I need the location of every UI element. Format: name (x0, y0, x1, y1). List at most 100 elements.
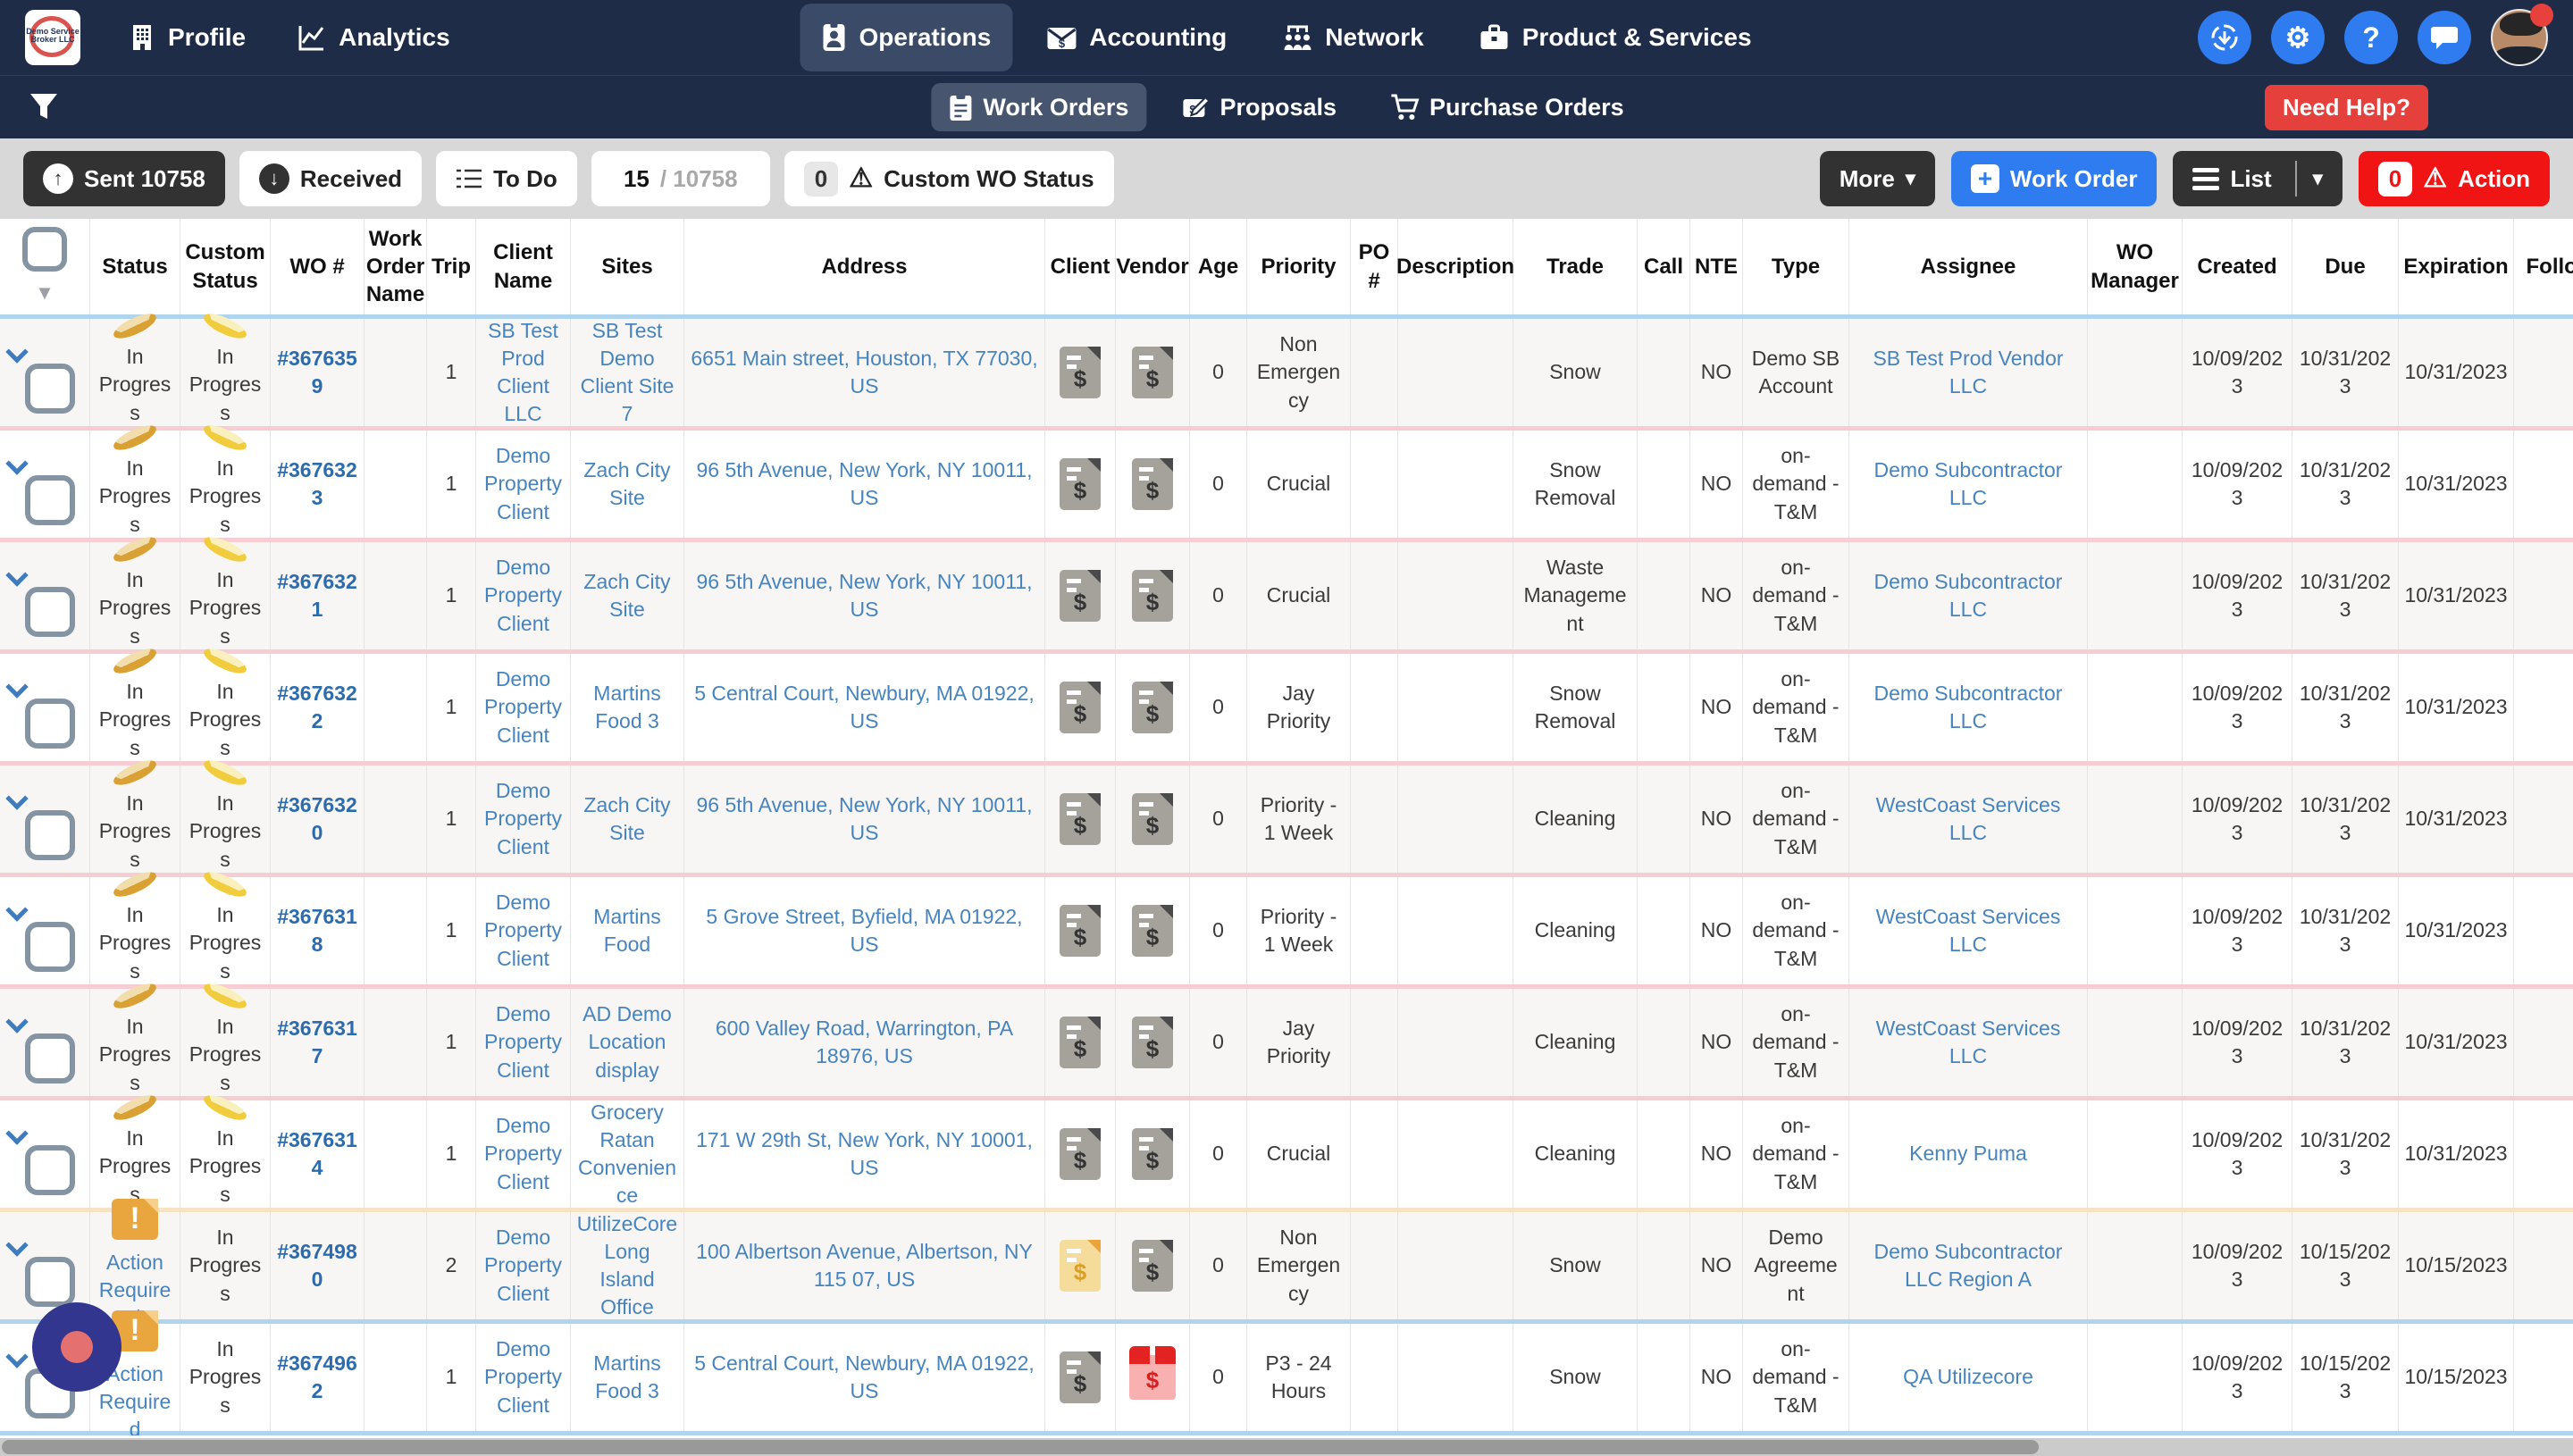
cell-status[interactable]: ! In Progress (90, 867, 180, 984)
help-button[interactable]: ? (2344, 11, 2398, 64)
site-link[interactable]: Grocery Ratan Convenience (578, 1100, 676, 1208)
address-link[interactable]: 96 5th Avenue, New York, NY 10011, US (696, 792, 1033, 844)
client-invoice-icon[interactable] (1060, 570, 1101, 622)
header-call[interactable]: Call (1638, 219, 1690, 314)
address-link[interactable]: 96 5th Avenue, New York, NY 10011, US (696, 569, 1033, 621)
tab-work-orders[interactable]: Work Orders (931, 83, 1147, 131)
cell-status[interactable]: ! In Progress (90, 421, 180, 538)
header-due[interactable]: Due (2292, 219, 2399, 314)
client-invoice-icon[interactable] (1060, 347, 1101, 398)
expand-chevron-icon[interactable] (5, 1122, 29, 1145)
header-follow-up[interactable]: Follow up (2514, 219, 2573, 314)
site-link[interactable]: Martins Food (593, 904, 661, 956)
row-checkbox[interactable] (25, 364, 75, 414)
more-dropdown-button[interactable]: More ▾ (1819, 151, 1935, 206)
site-link[interactable]: Martins Food 3 (593, 1351, 661, 1402)
header-po-number[interactable]: PO # (1351, 219, 1398, 314)
cell-custom-status[interactable]: In Progress (180, 1212, 271, 1319)
client-name-link[interactable]: Demo Property Client (484, 891, 562, 970)
site-link[interactable]: Martins Food 3 (593, 681, 661, 732)
nav-item-accounting[interactable]: $ Accounting (1025, 4, 1248, 71)
expand-chevron-icon[interactable] (5, 1345, 29, 1368)
cell-status[interactable]: ! In Progress (90, 644, 180, 761)
tab-purchase-orders[interactable]: Purchase Orders (1372, 83, 1642, 131)
address-link[interactable]: 5 Grove Street, Byfield, MA 01922, US (706, 904, 1023, 956)
header-created[interactable]: Created (2183, 219, 2292, 314)
header-priority[interactable]: Priority (1247, 219, 1351, 314)
cell-custom-status[interactable]: In Progress (180, 644, 271, 761)
header-trip[interactable]: Trip (427, 219, 476, 314)
header-trade[interactable]: Trade (1513, 219, 1638, 314)
sent-filter-button[interactable]: ↑ Sent 10758 (23, 151, 225, 206)
client-invoice-icon[interactable] (1060, 1240, 1101, 1292)
client-invoice-icon[interactable] (1060, 1351, 1101, 1403)
assignee-link[interactable]: Demo Subcontractor LLC Region A (1873, 1239, 2063, 1291)
expand-chevron-icon[interactable] (5, 675, 29, 699)
row-checkbox[interactable] (25, 587, 75, 637)
cell-custom-status[interactable]: In Progress (180, 532, 271, 649)
wo-number-link[interactable]: #3674980 (277, 1239, 357, 1291)
expand-chevron-icon[interactable] (5, 340, 29, 364)
address-link[interactable]: 96 5th Avenue, New York, NY 10011, US (696, 457, 1033, 509)
header-type[interactable]: Type (1743, 219, 1849, 314)
expand-chevron-icon[interactable] (5, 787, 29, 810)
client-name-link[interactable]: Demo Property Client (484, 779, 562, 858)
header-status[interactable]: Status (90, 219, 180, 314)
assignee-link[interactable]: WestCoast Services LLC (1875, 1016, 2061, 1067)
assignee-link[interactable]: QA Utilizecore (1903, 1365, 2033, 1389)
list-view-split-button[interactable]: List ▾ (2173, 151, 2343, 206)
nav-item-products[interactable]: Product & Services (1458, 4, 1773, 71)
client-name-link[interactable]: Demo Property Client (484, 1002, 562, 1082)
cell-custom-status[interactable]: In Progress (180, 1091, 271, 1208)
action-button[interactable]: 0 ⚠ Action (2358, 151, 2550, 206)
header-address[interactable]: Address (684, 219, 1045, 314)
row-checkbox[interactable] (25, 699, 75, 749)
vendor-invoice-icon[interactable] (1132, 347, 1173, 398)
custom-wo-status-button[interactable]: 0 ⚠ Custom WO Status (784, 151, 1114, 206)
site-link[interactable]: Zach City Site (583, 457, 671, 509)
wo-number-link[interactable]: #3674962 (277, 1351, 357, 1402)
client-invoice-icon[interactable] (1060, 793, 1101, 845)
client-invoice-icon[interactable] (1060, 1017, 1101, 1068)
create-work-order-button[interactable]: + Work Order (1950, 151, 2158, 206)
cell-custom-status[interactable]: In Progress (180, 1324, 271, 1431)
assignee-link[interactable]: Kenny Puma (1909, 1142, 2027, 1166)
header-custom-status[interactable]: Custom Status (180, 219, 271, 314)
client-name-link[interactable]: Demo Property Client (484, 1226, 562, 1305)
cell-status[interactable]: ! Action Required (90, 1310, 180, 1435)
cell-status[interactable]: ! In Progress (90, 756, 180, 873)
header-expiration[interactable]: Expiration (2399, 219, 2514, 314)
header-nte[interactable]: NTE (1690, 219, 1743, 314)
select-all-checkbox[interactable] (22, 227, 67, 272)
assignee-link[interactable]: Demo Subcontractor LLC (1873, 569, 2063, 621)
horizontal-scrollbar-thumb[interactable] (2, 1440, 2039, 1454)
address-link[interactable]: 171 W 29th St, New York, NY 10001, US (696, 1127, 1033, 1179)
client-name-link[interactable]: Demo Property Client (484, 1337, 562, 1417)
expand-chevron-icon[interactable] (5, 1234, 29, 1257)
header-age[interactable]: Age (1190, 219, 1247, 314)
header-description[interactable]: Description (1396, 219, 1514, 314)
expand-chevron-icon[interactable] (5, 564, 29, 587)
row-checkbox[interactable] (25, 1145, 75, 1195)
todo-filter-button[interactable]: To Do (436, 151, 577, 206)
client-name-link[interactable]: Demo Property Client (484, 667, 562, 747)
cell-status[interactable]: ! Action Required (90, 1199, 180, 1329)
wo-number-link[interactable]: #3676323 (277, 457, 357, 509)
assignee-link[interactable]: Demo Subcontractor LLC (1873, 681, 2063, 732)
row-checkbox[interactable] (25, 810, 75, 860)
chevron-down-icon[interactable]: ▾ (2312, 167, 2323, 189)
vendor-invoice-icon[interactable] (1132, 793, 1173, 845)
client-name-link[interactable]: SB Test Prod Client LLC (488, 318, 558, 426)
nav-item-operations[interactable]: Operations (800, 4, 1013, 71)
header-wo-manager[interactable]: WO Manager (2088, 219, 2183, 314)
vendor-invoice-icon[interactable] (1132, 682, 1173, 733)
assignee-link[interactable]: Demo Subcontractor LLC (1873, 457, 2063, 509)
header-client[interactable]: Client (1045, 219, 1116, 314)
header-sites[interactable]: Sites (571, 219, 684, 314)
header-vendor[interactable]: Vendor (1116, 219, 1190, 314)
cell-status[interactable]: ! In Progress (90, 532, 180, 649)
cell-status[interactable]: ! In Progress (90, 1091, 180, 1208)
client-invoice-icon[interactable] (1060, 1128, 1101, 1180)
wo-number-link[interactable]: #3676321 (277, 569, 357, 621)
vendor-invoice-icon[interactable] (1132, 1017, 1173, 1068)
